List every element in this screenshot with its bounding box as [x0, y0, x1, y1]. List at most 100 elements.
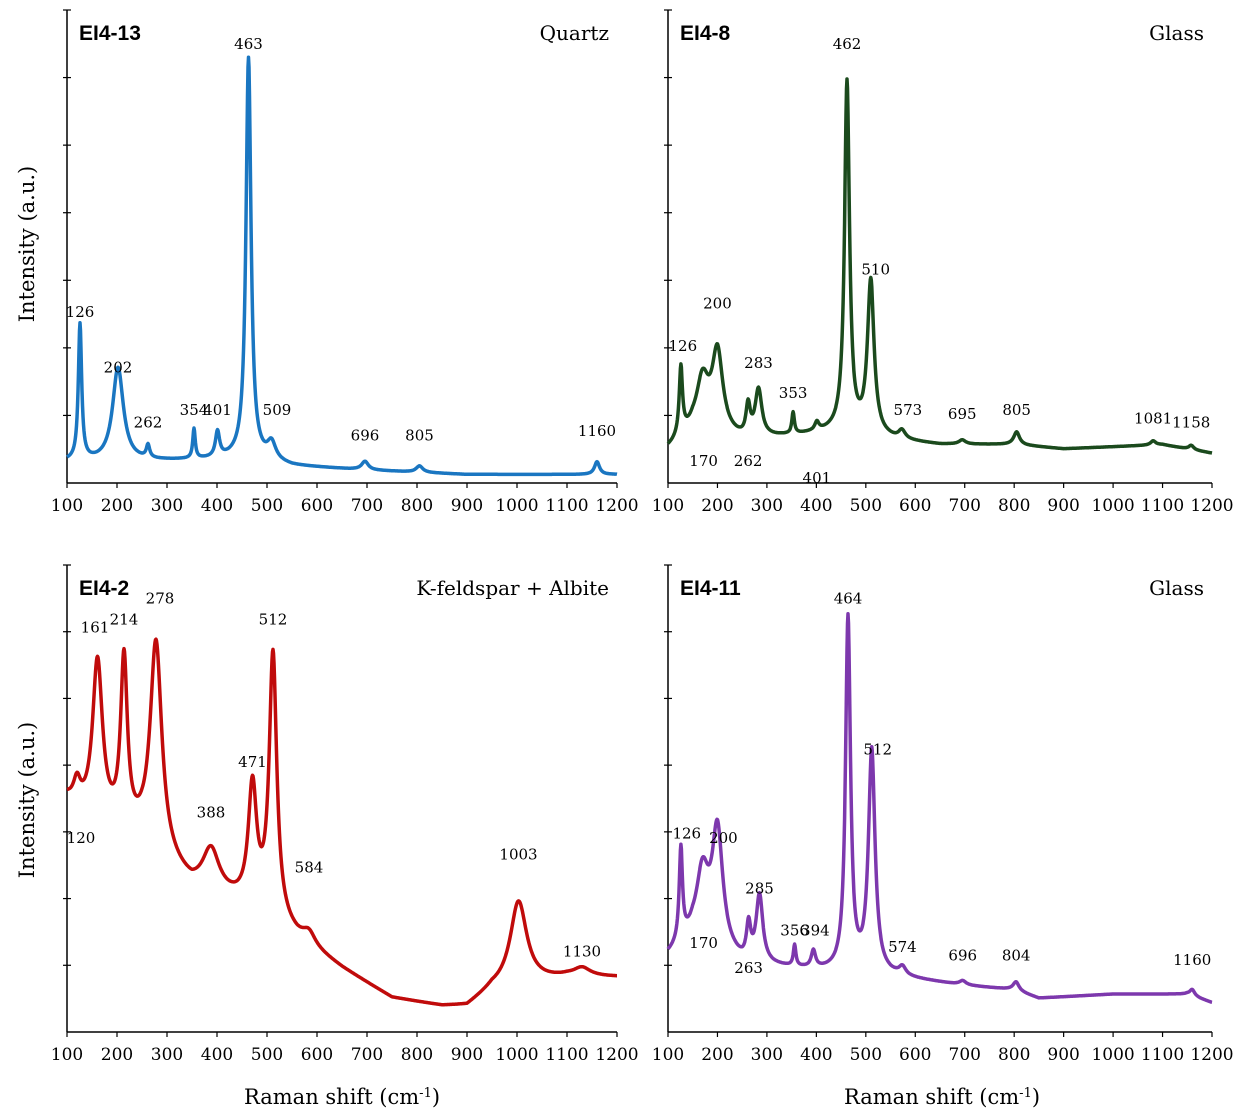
chart-panel-3: 100 200 300 400 500 600 700 800 900 1000 1100 1200 1…: [51, 564, 639, 1065]
peak-label: 120: [67, 829, 96, 847]
panel-mineral-name: K-feldspar + Albite: [416, 576, 609, 600]
spectrum-line: [666, 77, 1214, 455]
peak-label: 1160: [1173, 951, 1211, 969]
x-tick-label: 800: [998, 496, 1030, 516]
peak-label: 401: [803, 469, 832, 487]
x-tick-label: 1100: [545, 1045, 588, 1065]
peak-label: 1160: [578, 422, 616, 440]
peak-label: 695: [948, 405, 977, 423]
y-axis-title-top: Intensity (a.u.): [15, 166, 39, 322]
peak-label: 573: [894, 401, 923, 419]
x-tick-label: 200: [101, 1045, 133, 1065]
x-tick-label: 200: [701, 1045, 733, 1065]
peak-label: 462: [833, 35, 862, 53]
y-axis-title-bottom: Intensity (a.u.): [15, 722, 39, 878]
x-tick-label: 100: [652, 496, 684, 516]
peak-label: 170: [689, 452, 718, 470]
x-tick-label: 1100: [1141, 1045, 1184, 1065]
peak-label: 574: [888, 938, 917, 956]
x-axis-title-left: Raman shift (cm-1): [244, 1085, 440, 1109]
x-tick-label: 400: [201, 1045, 233, 1065]
x-tick-label: 300: [751, 1045, 783, 1065]
peak-label: 1081: [1134, 409, 1172, 427]
chart-panel-2: 100 200 300 400 500 600 700 800 900 1000 1100 1200 1…: [652, 9, 1234, 516]
spectrum-line: [65, 637, 619, 1007]
peak-label: 262: [734, 452, 763, 470]
peak-label: 509: [263, 401, 292, 419]
x-tick-label: 400: [201, 496, 233, 516]
peak-label: 170: [689, 934, 718, 952]
panel-mineral-name: Glass: [1149, 21, 1204, 45]
chart-panel-1: 100 200 300 400 500 600 700 800 900 1000 1100 1200 1…: [51, 9, 639, 516]
x-tick-label: 600: [301, 1045, 333, 1065]
x-tick-label: 900: [451, 496, 483, 516]
peak-label: 394: [801, 921, 830, 939]
peak-label: 354: [180, 401, 209, 419]
x-tick-label: 1000: [1091, 496, 1134, 516]
peak-label: 353: [779, 384, 808, 402]
x-tick-label: 1000: [495, 1045, 538, 1065]
peak-label: 463: [234, 35, 263, 53]
x-tick-label: 1100: [545, 496, 588, 516]
peak-label: 200: [709, 829, 738, 847]
x-tick-label: 900: [1047, 496, 1079, 516]
peak-label: 356: [780, 921, 809, 939]
x-tick-label: 100: [51, 1045, 83, 1065]
peak-label: 262: [134, 414, 163, 432]
panel-sample-id: EI4-2: [79, 577, 129, 600]
peak-label: 214: [110, 610, 139, 628]
x-tick-label: 700: [949, 496, 981, 516]
peak-label: 696: [948, 947, 977, 965]
x-tick-label: 1100: [1141, 496, 1184, 516]
peak-label: 464: [834, 589, 863, 607]
x-tick-label: 400: [800, 496, 832, 516]
x-tick-label: 800: [401, 1045, 433, 1065]
peak-label: 285: [745, 879, 774, 897]
peak-label: 126: [669, 337, 698, 355]
x-tick-label: 1200: [595, 1045, 638, 1065]
x-tick-label: 600: [899, 496, 931, 516]
x-tick-label: 100: [51, 496, 83, 516]
chart-panel-4: 100 200 300 400 500 600 700 800 900 1000 1100 1200 1…: [652, 564, 1234, 1065]
peak-label: 202: [104, 358, 133, 376]
peak-label: 1158: [1172, 414, 1210, 432]
panel-sample-id: EI4-8: [680, 22, 731, 45]
peak-label: 696: [351, 426, 380, 444]
peak-label: 1003: [499, 846, 537, 864]
peak-label: 512: [863, 741, 892, 759]
panel-mineral-name: Glass: [1149, 576, 1204, 600]
x-axis-title-right: Raman shift (cm-1): [844, 1085, 1040, 1109]
spectrum-line: [666, 612, 1214, 1005]
x-tick-label: 500: [251, 1045, 283, 1065]
x-tick-label: 200: [101, 496, 133, 516]
x-tick-label: 600: [899, 1045, 931, 1065]
x-tick-label: 1200: [595, 496, 638, 516]
x-tick-label: 500: [850, 1045, 882, 1065]
panel-mineral-name: Quartz: [540, 21, 609, 45]
peak-label: 510: [861, 260, 890, 278]
x-tick-label: 500: [251, 496, 283, 516]
panel-sample-id: EI4-11: [680, 577, 741, 600]
x-tick-label: 1200: [1190, 496, 1233, 516]
peak-label: 1130: [563, 942, 601, 960]
x-tick-label: 700: [351, 496, 383, 516]
peak-label: 278: [146, 589, 175, 607]
spectrum-line: [65, 55, 619, 477]
x-tick-label: 800: [998, 1045, 1030, 1065]
peak-label: 804: [1002, 947, 1031, 965]
peak-label: 200: [703, 294, 732, 312]
x-tick-label: 900: [451, 1045, 483, 1065]
x-tick-label: 200: [701, 496, 733, 516]
x-tick-label: 1000: [495, 496, 538, 516]
peak-label: 584: [295, 858, 324, 876]
peak-label: 263: [734, 959, 763, 977]
peak-label: 283: [744, 354, 773, 372]
x-tick-label: 400: [800, 1045, 832, 1065]
x-tick-label: 300: [151, 1045, 183, 1065]
peak-label: 401: [203, 401, 232, 419]
x-tick-label: 1000: [1091, 1045, 1134, 1065]
peak-label: 126: [672, 825, 701, 843]
peak-label: 388: [197, 804, 226, 822]
panel-sample-id: EI4-13: [79, 22, 141, 45]
